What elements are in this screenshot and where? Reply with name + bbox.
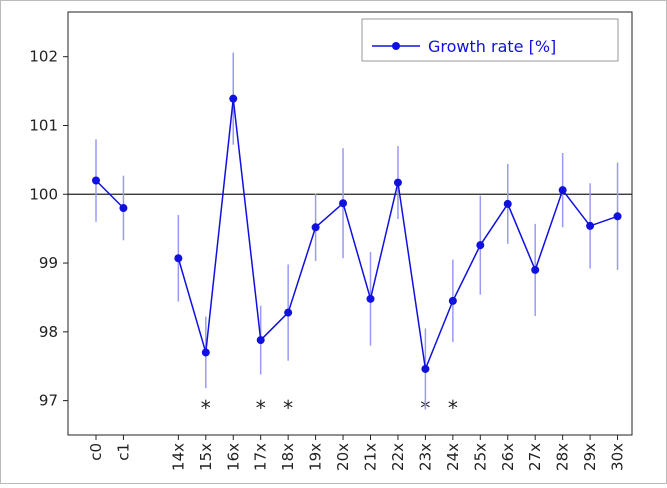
data-point [174,254,183,263]
x-tick-label: 24x [444,443,462,471]
data-point [476,241,485,250]
legend-box [361,18,619,62]
x-tick-label: c1 [114,443,132,461]
data-point [586,221,595,230]
x-tick-label: 30x [609,443,627,471]
y-tick-label: 99 [39,254,58,272]
data-point [366,294,375,303]
x-tick-label: 28x [554,443,572,471]
x-tick-label: 27x [526,443,544,471]
y-tick-label: 98 [39,323,58,341]
significance-marker: * [256,396,266,420]
x-tick-label: 22x [389,443,407,471]
x-tick-label: 26x [499,443,517,471]
significance-marker: * [448,396,458,420]
x-tick-label: 21x [362,443,380,471]
data-point [284,308,293,317]
data-point [229,94,238,103]
x-tick-label: 18x [279,443,297,471]
x-tick-label: 20x [334,443,352,471]
data-point [448,296,457,305]
data-point [613,212,622,221]
x-tick-label: 23x [416,443,434,471]
data-point [393,178,402,187]
plot-area [67,11,633,436]
data-point [558,186,567,195]
y-tick-label: 101 [29,116,58,134]
data-point [421,364,430,373]
data-line [95,98,618,372]
legend-marker [392,42,400,50]
y-tick-label: 100 [29,185,58,203]
data-point [201,348,210,357]
data-point [92,176,100,185]
data-point [256,336,265,345]
y-tick-label: 102 [29,48,58,66]
x-tick-label: 17x [252,443,270,471]
data-point [119,204,128,213]
significance-marker: * [283,396,293,420]
x-tick-label: 19x [307,443,325,471]
x-tick-label: 16x [224,443,242,471]
x-tick-label: 14x [169,443,187,471]
significance-marker: * [201,396,211,420]
data-point [311,223,320,232]
data-point [339,199,348,208]
legend-label: Growth rate [%] [428,37,556,56]
x-tick-label: 29x [581,443,599,471]
x-tick-label: c0 [87,443,105,461]
data-point [531,265,540,274]
x-tick-label: 25x [471,443,489,471]
y-tick-label: 97 [39,392,58,410]
data-point [503,199,512,208]
x-tick-label: 15x [197,443,215,471]
